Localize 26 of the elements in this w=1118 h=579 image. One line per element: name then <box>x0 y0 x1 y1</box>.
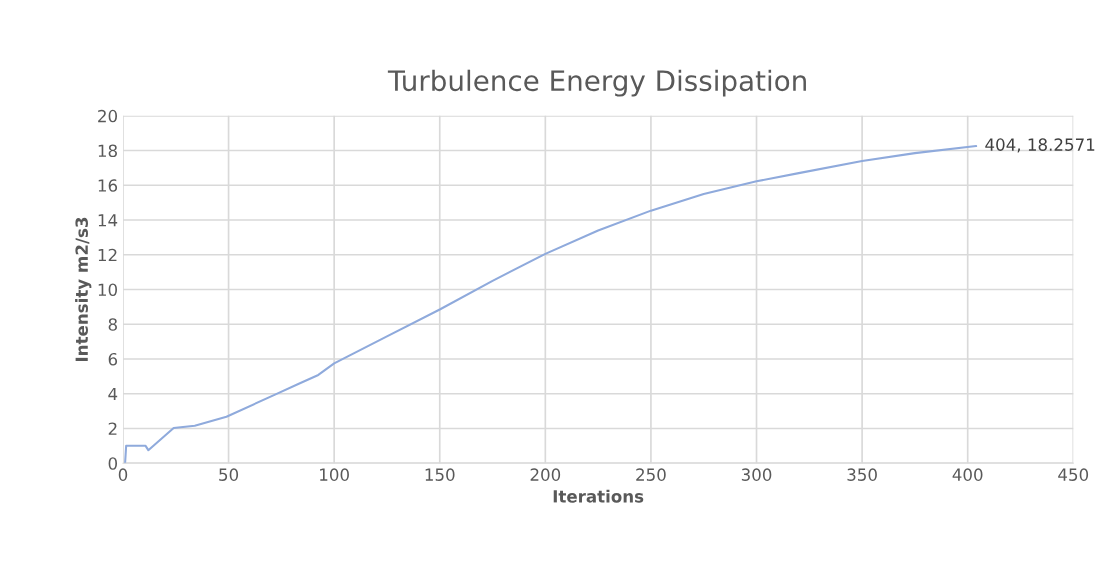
x-tick-label: 50 <box>219 468 239 481</box>
y-tick-label: 16 <box>98 179 118 192</box>
x-axis-title: Iterations <box>553 489 644 503</box>
y-tick-label: 18 <box>98 144 117 158</box>
y-tick-label: 12 <box>98 248 117 262</box>
x-tick-label: 100 <box>320 468 349 481</box>
y-tick-label: 4 <box>108 387 118 401</box>
line-series <box>124 145 978 464</box>
y-tick-label: 0 <box>108 457 118 470</box>
y-tick-label: 6 <box>108 352 118 366</box>
x-tick-label: 250 <box>636 468 666 481</box>
x-tick-label: 350 <box>847 468 877 481</box>
x-tick-label: 150 <box>425 468 455 481</box>
x-tick-label: 0 <box>118 468 128 481</box>
y-tick-label: 2 <box>108 422 117 435</box>
y-tick-label: 8 <box>108 318 117 331</box>
y-tick-label: 10 <box>98 283 118 297</box>
x-tick-label: 200 <box>530 468 561 481</box>
chart-title: Turbulence Energy Dissipation <box>387 69 806 97</box>
x-tick-label: 300 <box>741 468 772 481</box>
x-tick-label: 450 <box>1058 468 1089 481</box>
y-tick-label: 20 <box>98 109 118 123</box>
y-axis-title: Intensity m2/s3 <box>75 217 92 361</box>
annotation: 404, 18.2571 <box>985 138 1095 153</box>
x-tick-label: 400 <box>952 468 983 481</box>
y-tick-label: 14 <box>98 214 118 227</box>
